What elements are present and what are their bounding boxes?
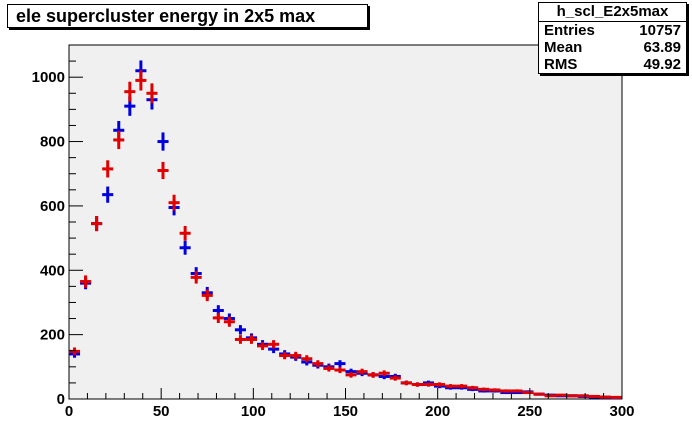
data-point xyxy=(91,216,103,232)
data-point xyxy=(168,194,180,211)
data-point xyxy=(323,365,335,372)
data-point xyxy=(544,394,556,398)
stats-value: 49.92 xyxy=(643,56,681,73)
x-tick-label: 250 xyxy=(517,403,542,420)
data-point xyxy=(533,392,545,396)
data-point xyxy=(201,289,213,302)
data-point xyxy=(555,393,567,397)
data-point xyxy=(345,372,357,378)
data-point xyxy=(334,360,346,367)
data-point xyxy=(223,316,235,327)
data-point xyxy=(422,382,434,387)
stats-histogram-name: h_scl_E2x5max xyxy=(539,3,686,22)
data-point xyxy=(433,382,446,387)
data-point xyxy=(389,375,401,381)
data-point xyxy=(599,395,611,399)
data-point xyxy=(356,368,368,375)
data-point xyxy=(234,335,246,344)
data-point xyxy=(102,160,114,178)
data-point xyxy=(400,380,412,386)
data-point xyxy=(190,271,202,284)
data-point xyxy=(279,351,291,360)
stats-label: RMS xyxy=(544,56,578,73)
stats-label: Entries xyxy=(544,22,595,39)
data-point xyxy=(290,351,302,360)
y-tick-label: 600 xyxy=(40,198,65,215)
data-point xyxy=(489,388,501,392)
data-point xyxy=(456,384,468,389)
data-point xyxy=(179,240,191,255)
data-point xyxy=(80,275,92,288)
data-point xyxy=(69,347,81,356)
data-point xyxy=(378,370,390,377)
data-point xyxy=(577,394,589,398)
plot-frame xyxy=(68,44,623,400)
x-tick-label: 300 xyxy=(609,403,634,420)
x-tick-label: 100 xyxy=(241,403,266,420)
data-point xyxy=(588,394,600,398)
data-point xyxy=(157,161,169,180)
stats-row-rms: RMS 49.92 xyxy=(539,56,686,73)
stats-row-mean: Mean 63.89 xyxy=(539,39,686,56)
data-point xyxy=(522,391,534,395)
data-point xyxy=(113,130,125,150)
series-red xyxy=(69,70,622,399)
data-point xyxy=(257,341,269,351)
y-tick-label: 1000 xyxy=(32,69,65,86)
data-point xyxy=(511,389,523,393)
data-point xyxy=(610,395,622,399)
data-point xyxy=(312,360,324,367)
data-point xyxy=(146,83,158,104)
chart-title: ele supercluster energy in 2x5 max xyxy=(16,6,316,26)
data-point xyxy=(157,132,169,151)
data-point xyxy=(500,389,512,393)
data-point xyxy=(234,325,246,335)
data-point xyxy=(478,387,490,392)
x-tick-label: 200 xyxy=(425,403,450,420)
y-tick-label: 400 xyxy=(40,262,65,279)
data-point xyxy=(367,372,379,378)
data-point xyxy=(268,340,280,349)
data-point xyxy=(445,384,457,389)
y-tick-label: 800 xyxy=(40,134,65,151)
data-point xyxy=(179,225,191,241)
data-point xyxy=(334,366,346,374)
data-point xyxy=(467,385,479,390)
x-tick-label: 50 xyxy=(153,403,170,420)
data-point xyxy=(245,335,258,344)
stats-value: 63.89 xyxy=(643,39,681,56)
data-point xyxy=(566,394,578,398)
stats-box: h_scl_E2x5max Entries 10757 Mean 63.89 R… xyxy=(538,2,687,74)
chart-title-box: ele supercluster energy in 2x5 max xyxy=(7,4,368,28)
data-point xyxy=(135,70,147,91)
x-tick-label: 150 xyxy=(333,403,358,420)
stats-row-entries: Entries 10757 xyxy=(539,22,686,39)
x-tick-label: 0 xyxy=(65,403,73,420)
data-point xyxy=(301,355,313,363)
y-tick-label: 200 xyxy=(40,327,65,344)
y-tick-label: 0 xyxy=(57,391,65,408)
data-point xyxy=(102,186,114,203)
data-point xyxy=(124,81,136,102)
data-point xyxy=(411,382,423,387)
stats-value: 10757 xyxy=(639,22,681,39)
data-point xyxy=(212,312,224,324)
stats-label: Mean xyxy=(544,39,583,56)
